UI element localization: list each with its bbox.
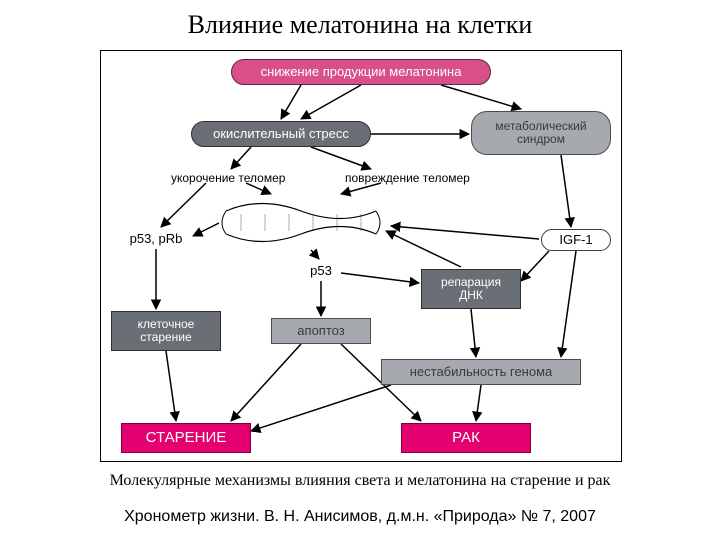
edge-met-igf — [561, 155, 571, 227]
telomere-figure — [221, 196, 381, 250]
edge-cellage-aging — [166, 351, 176, 421]
node-cellage: клеточное старение — [111, 311, 221, 351]
node-instab: нестабильность генома — [381, 359, 581, 385]
node-aging: СТАРЕНИЕ — [121, 423, 251, 453]
edge-tel-fig-p53prb — [193, 223, 219, 236]
flowchart: снижение продукции мелатонина окислительн… — [100, 50, 622, 462]
edge-igf-repair — [521, 251, 549, 281]
edge-igf-instab — [561, 251, 576, 357]
node-ox: окислительный стресс — [191, 121, 371, 147]
edge-p53-repair — [341, 273, 419, 283]
subtitle: Молекулярные механизмы влияния света и м… — [0, 472, 720, 490]
node-apop: апоптоз — [271, 318, 371, 344]
edge-instab-cancer — [476, 385, 481, 421]
edge-repair-telomere — [386, 231, 461, 267]
edge-igf-telomere — [391, 226, 539, 239]
edge-apop-aging — [231, 344, 301, 421]
edge-tel-fig-p53 — [311, 250, 319, 259]
node-p53: p53 — [301, 261, 341, 281]
page-title: Влияние мелатонина на клетки — [0, 10, 720, 40]
edge-repair-instab — [471, 309, 476, 357]
node-igf: IGF-1 — [541, 229, 611, 251]
edge-ox-short — [231, 147, 251, 169]
node-p53prb: p53, pRb — [121, 229, 191, 249]
node-repair: репарация ДНК — [421, 269, 521, 309]
source-line: Хронометр жизни. В. Н. Анисимов, д.м.н. … — [0, 508, 720, 526]
edge-short-p53prb — [161, 183, 206, 227]
slide: Влияние мелатонина на клетки снижение пр… — [0, 0, 720, 540]
label-short-tel: укорочение теломер — [171, 171, 285, 185]
edge-top-ox — [281, 85, 301, 119]
node-top: снижение продукции мелатонина — [231, 59, 491, 85]
node-met: метаболический синдром — [471, 111, 611, 155]
edge-ox-damage — [311, 147, 371, 169]
edge-top-ox — [301, 85, 361, 119]
label-damage-tel: повреждение теломер — [345, 171, 470, 185]
edge-top-met — [441, 85, 521, 109]
edge-instab-aging — [251, 385, 391, 431]
node-cancer: РАК — [401, 423, 531, 453]
